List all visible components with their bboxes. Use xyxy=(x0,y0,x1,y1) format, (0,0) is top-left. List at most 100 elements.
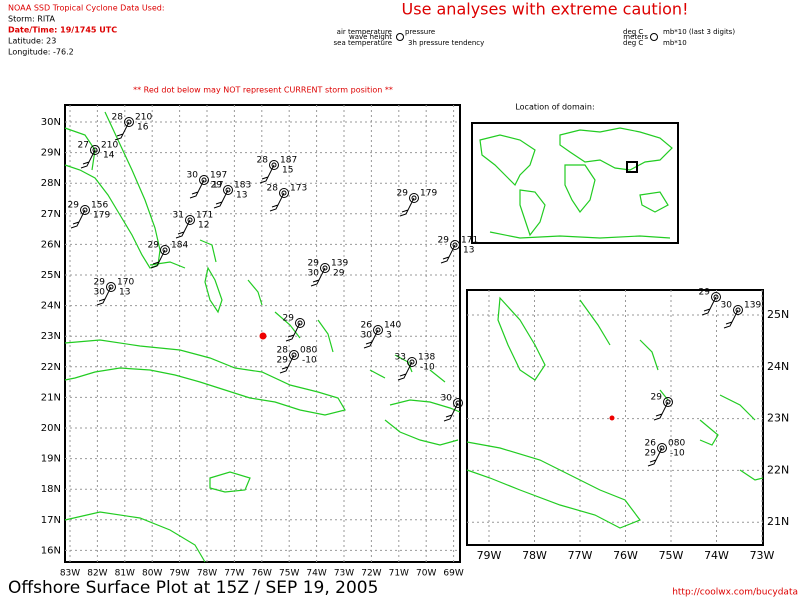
station-dot xyxy=(291,352,297,358)
wind-barb xyxy=(363,329,379,349)
station-ring xyxy=(160,245,170,255)
wind-barb xyxy=(399,197,415,217)
date-time: Date/Time: 19/1745 UTC xyxy=(8,26,117,35)
pressure-tendency: -10 xyxy=(670,449,685,459)
station-dot xyxy=(187,217,193,223)
station-ring xyxy=(711,292,721,302)
station-ring xyxy=(733,305,743,315)
pressure-tendency: 3 xyxy=(386,331,392,341)
wind-barb xyxy=(213,189,229,209)
pressure: 138 xyxy=(418,353,435,363)
lat-label: 19N xyxy=(41,454,61,465)
lat-label: 25N xyxy=(767,308,789,321)
zoom-map-frame xyxy=(466,289,764,546)
lon-label: 74W xyxy=(704,549,729,562)
air-temp: 28 xyxy=(112,113,124,123)
station-dot xyxy=(409,359,415,365)
air-temp: 29 xyxy=(308,259,320,269)
lon-label: 73W xyxy=(334,569,354,579)
pressure: 080 xyxy=(668,439,685,449)
pressure: 140 xyxy=(384,321,401,331)
pressure-tendency: 12 xyxy=(198,221,209,231)
wind-barb xyxy=(269,192,285,212)
station-dot xyxy=(201,177,207,183)
storm-position xyxy=(259,332,267,340)
pressure-tendency: 14 xyxy=(103,151,115,161)
station-dot xyxy=(126,119,132,125)
wind-barb xyxy=(440,244,456,264)
air-temp: 26 xyxy=(645,439,657,449)
lat-label: 24N xyxy=(41,301,61,312)
legend-item: pressure xyxy=(405,28,435,36)
zoom-coastlines xyxy=(466,296,764,529)
station-dot xyxy=(108,284,114,290)
station-dot xyxy=(162,247,168,253)
station-ring xyxy=(279,188,289,198)
pressure: 197 xyxy=(210,171,227,181)
lon-label: 69W xyxy=(443,569,463,579)
wind-barb xyxy=(259,164,275,184)
air-temp: 31 xyxy=(173,211,184,221)
air-temp: 29 xyxy=(699,288,711,298)
wind-barb xyxy=(285,322,301,342)
station-dot xyxy=(82,207,88,213)
storm-position xyxy=(609,415,615,421)
pressure-tendency: -10 xyxy=(420,363,435,373)
lat-label: 16N xyxy=(41,545,61,556)
lat-label: 23N xyxy=(41,331,61,342)
source-url: http://coolwx.com/bucydata xyxy=(672,588,798,598)
lat-label: 21N xyxy=(41,392,61,403)
station-dot xyxy=(281,190,287,196)
storm-name: Storm: RITA xyxy=(8,15,55,24)
lat-label: 29N xyxy=(41,148,61,159)
lat-label: 27N xyxy=(41,209,61,220)
station-ring xyxy=(269,160,279,170)
wind-barb xyxy=(701,296,717,316)
station-dot xyxy=(322,265,328,271)
inset-title: Location of domain: xyxy=(515,103,594,112)
lon-label: 78W xyxy=(522,549,547,562)
legend-station-symbol xyxy=(396,33,404,41)
legend-item: mb*10 xyxy=(663,39,687,47)
source-line: NOAA SSD Tropical Cyclone Data Used: xyxy=(8,4,165,13)
air-temp: 28 xyxy=(277,346,289,356)
pressure-tendency: 29 xyxy=(333,269,345,279)
lon-label: 71W xyxy=(389,569,409,579)
lon-label: 78W xyxy=(197,569,217,579)
station-ring xyxy=(124,117,134,127)
pressure-tendency: 13 xyxy=(119,288,130,298)
air-temp: 28 xyxy=(257,156,269,166)
legend-item: deg C xyxy=(623,28,643,36)
main-map-frame xyxy=(64,104,461,563)
main-grid: 30N 29N 28N 27N 26N 25N 24N 23N 22N 21N 20N 19N 18N 1… xyxy=(41,105,464,579)
wind-barb xyxy=(310,267,326,287)
legend-item: mb*10 (last 3 digits) xyxy=(663,28,735,36)
wind-barb xyxy=(279,354,295,374)
station-dot xyxy=(375,327,381,333)
station-dot xyxy=(659,445,665,451)
air-temp: 29 xyxy=(211,181,223,191)
wind-barb xyxy=(80,149,96,169)
pressure-tendency: 16 xyxy=(137,123,149,133)
lon-label: 75W xyxy=(279,569,299,579)
station-dot xyxy=(452,242,458,248)
pressure: 179 xyxy=(420,189,437,199)
legend-item: air temperature xyxy=(337,28,392,36)
sea-temp: 30 xyxy=(308,269,320,279)
latitude: Latitude: 23 xyxy=(8,37,56,46)
wind-barb xyxy=(653,401,669,421)
pressure: 187 xyxy=(280,156,297,166)
lon-label: 76W xyxy=(252,569,272,579)
air-temp: 29 xyxy=(651,393,663,403)
pressure: 139 xyxy=(331,259,348,269)
station-ring xyxy=(223,185,233,195)
station-dot xyxy=(297,320,303,326)
station-ring xyxy=(320,263,330,273)
lat-label: 22N xyxy=(767,463,789,476)
longitude: Longitude: -76.2 xyxy=(8,48,74,57)
lat-label: 24N xyxy=(767,360,789,373)
station-ring xyxy=(407,357,417,367)
pressure: 171 xyxy=(461,236,478,246)
sea-temp: 30 xyxy=(94,288,106,298)
